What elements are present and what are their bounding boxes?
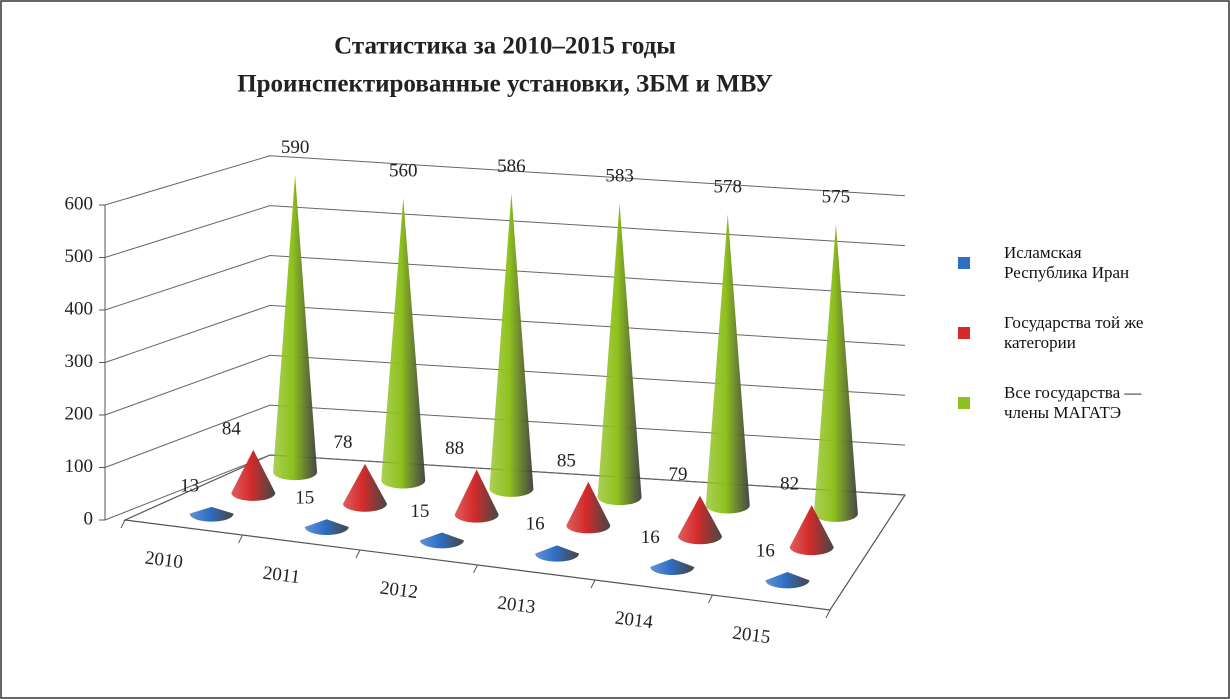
cone [705, 214, 750, 514]
y-tick-label: 600 [65, 193, 94, 214]
cone [765, 572, 810, 589]
x-tick [590, 579, 596, 589]
x-tick [120, 519, 126, 529]
legend-item: Все государства — члены МАГАТЭ [958, 383, 1158, 423]
data-label: 16 [641, 527, 660, 548]
data-label: 15 [295, 488, 314, 509]
x-tick [355, 549, 361, 559]
chart-title: Проинспектированные установки, ЗБМ и МВУ [237, 71, 773, 98]
data-label: 16 [756, 540, 775, 561]
cone [231, 449, 276, 501]
cone [419, 532, 464, 549]
y-tick-label: 300 [65, 351, 94, 372]
cone [789, 505, 834, 556]
legend-label: Государства той же категории [1004, 313, 1144, 352]
cone [381, 198, 426, 489]
legend-swatch [958, 257, 970, 269]
y-tick-label: 200 [65, 403, 94, 424]
cone [813, 224, 858, 522]
grid-line [104, 354, 906, 416]
data-label: 82 [780, 473, 799, 494]
y-tick-label: 500 [65, 246, 94, 267]
x-tick [825, 609, 831, 619]
cone [597, 203, 642, 506]
grid-line [104, 454, 906, 521]
data-label: 586 [497, 156, 526, 177]
cone [678, 495, 722, 545]
legend-item: Государства той же категории [958, 313, 1158, 353]
y-tick-label: 0 [84, 508, 94, 529]
data-label: 79 [669, 464, 688, 485]
x-tick-label: 2012 [379, 578, 419, 604]
cone [343, 463, 388, 512]
data-label: 575 [822, 186, 851, 207]
legend-label: Все государства — члены МАГАТЭ [1004, 383, 1142, 422]
x-tick [238, 534, 243, 544]
legend: Исламская Республика Иран Государства той… [958, 243, 1158, 453]
grid-line [104, 404, 906, 468]
data-label: 578 [714, 177, 743, 198]
data-label: 560 [389, 161, 418, 182]
x-tick-label: 2015 [731, 623, 771, 649]
legend-swatch [958, 397, 970, 409]
x-tick [708, 594, 713, 604]
cone [454, 469, 499, 523]
data-label: 88 [445, 438, 464, 459]
grid-line [104, 304, 906, 363]
cone [489, 193, 534, 497]
cone [273, 174, 318, 481]
y-tick-label: 400 [65, 298, 94, 319]
x-tick [473, 564, 478, 574]
x-tick-label: 2013 [496, 593, 536, 619]
cone [304, 519, 349, 535]
legend-label: Исламская Республика Иран [1004, 243, 1130, 282]
x-tick-label: 2014 [614, 608, 655, 634]
x-tick-label: 2011 [262, 563, 302, 589]
data-label: 16 [526, 514, 545, 535]
chart-title: Статистика за 2010–2015 годы [334, 33, 676, 60]
data-label: 13 [180, 475, 199, 496]
grid-line [104, 155, 906, 206]
data-label: 583 [605, 166, 634, 187]
x-tick-label: 2010 [144, 548, 184, 574]
legend-swatch [958, 327, 970, 339]
cone [566, 481, 611, 534]
cone [189, 506, 234, 522]
legend-item: Исламская Республика Иран [958, 243, 1158, 283]
data-label: 15 [410, 501, 429, 522]
cone [535, 545, 580, 562]
data-label: 85 [557, 450, 576, 471]
grid-line [104, 254, 906, 311]
data-label: 590 [281, 137, 310, 158]
data-label: 84 [222, 418, 242, 439]
data-label: 78 [334, 432, 353, 453]
cone [650, 558, 695, 575]
y-tick-label: 100 [65, 456, 94, 477]
grid-line [104, 205, 906, 258]
